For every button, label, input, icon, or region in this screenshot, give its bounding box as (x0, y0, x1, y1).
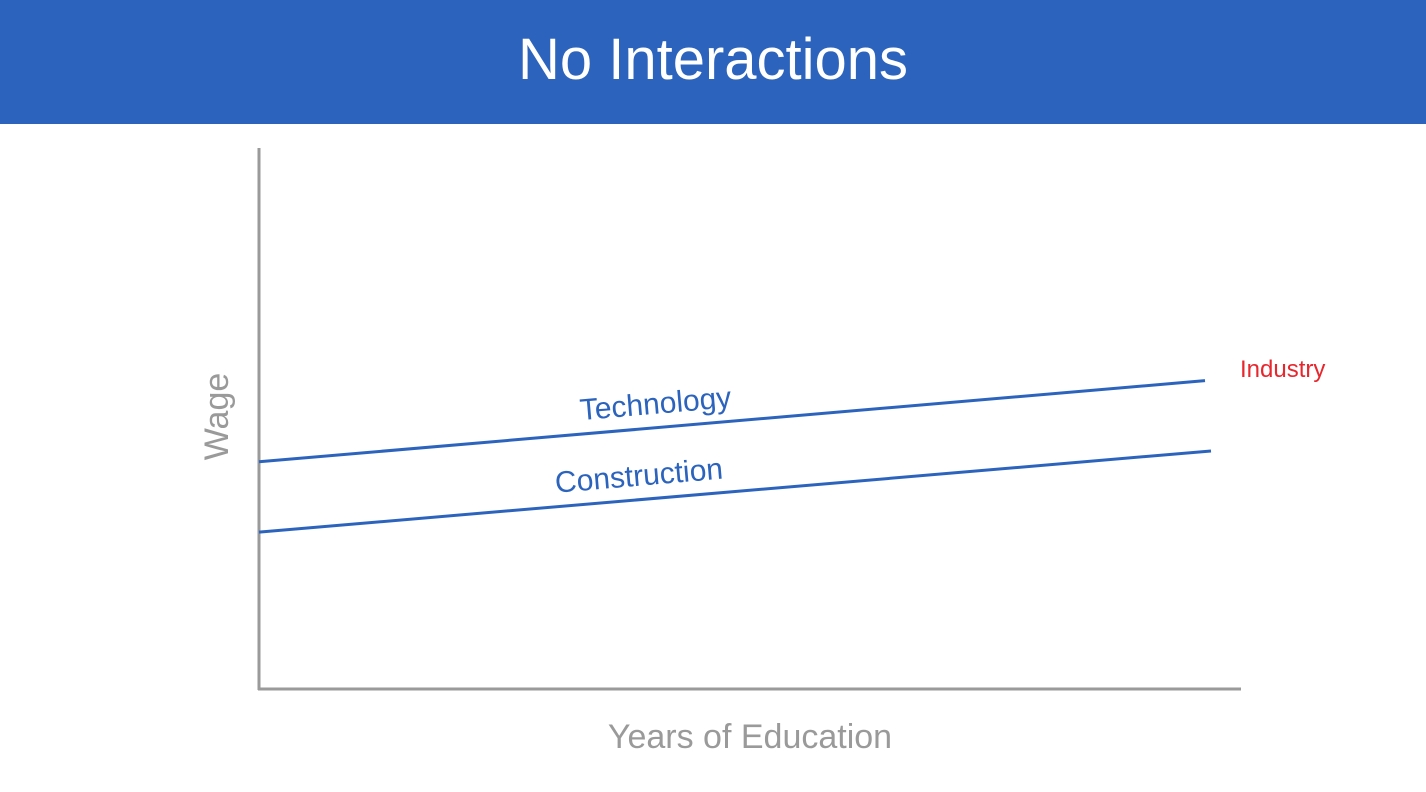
chart-axes (257, 148, 1241, 691)
series-label-technology: Technology (578, 381, 732, 427)
series-line-construction (258, 449, 1212, 534)
legend-title: Industry (1240, 356, 1325, 383)
x-axis-label: Years of Education (608, 718, 892, 756)
series-line-technology (258, 379, 1206, 464)
title-bar: No Interactions (0, 0, 1426, 124)
slide-title: No Interactions (517, 27, 909, 92)
y-axis-label: Wage (198, 373, 236, 461)
series-label-construction: Construction (554, 453, 725, 500)
chart-series: Technology Construction (258, 379, 1212, 534)
